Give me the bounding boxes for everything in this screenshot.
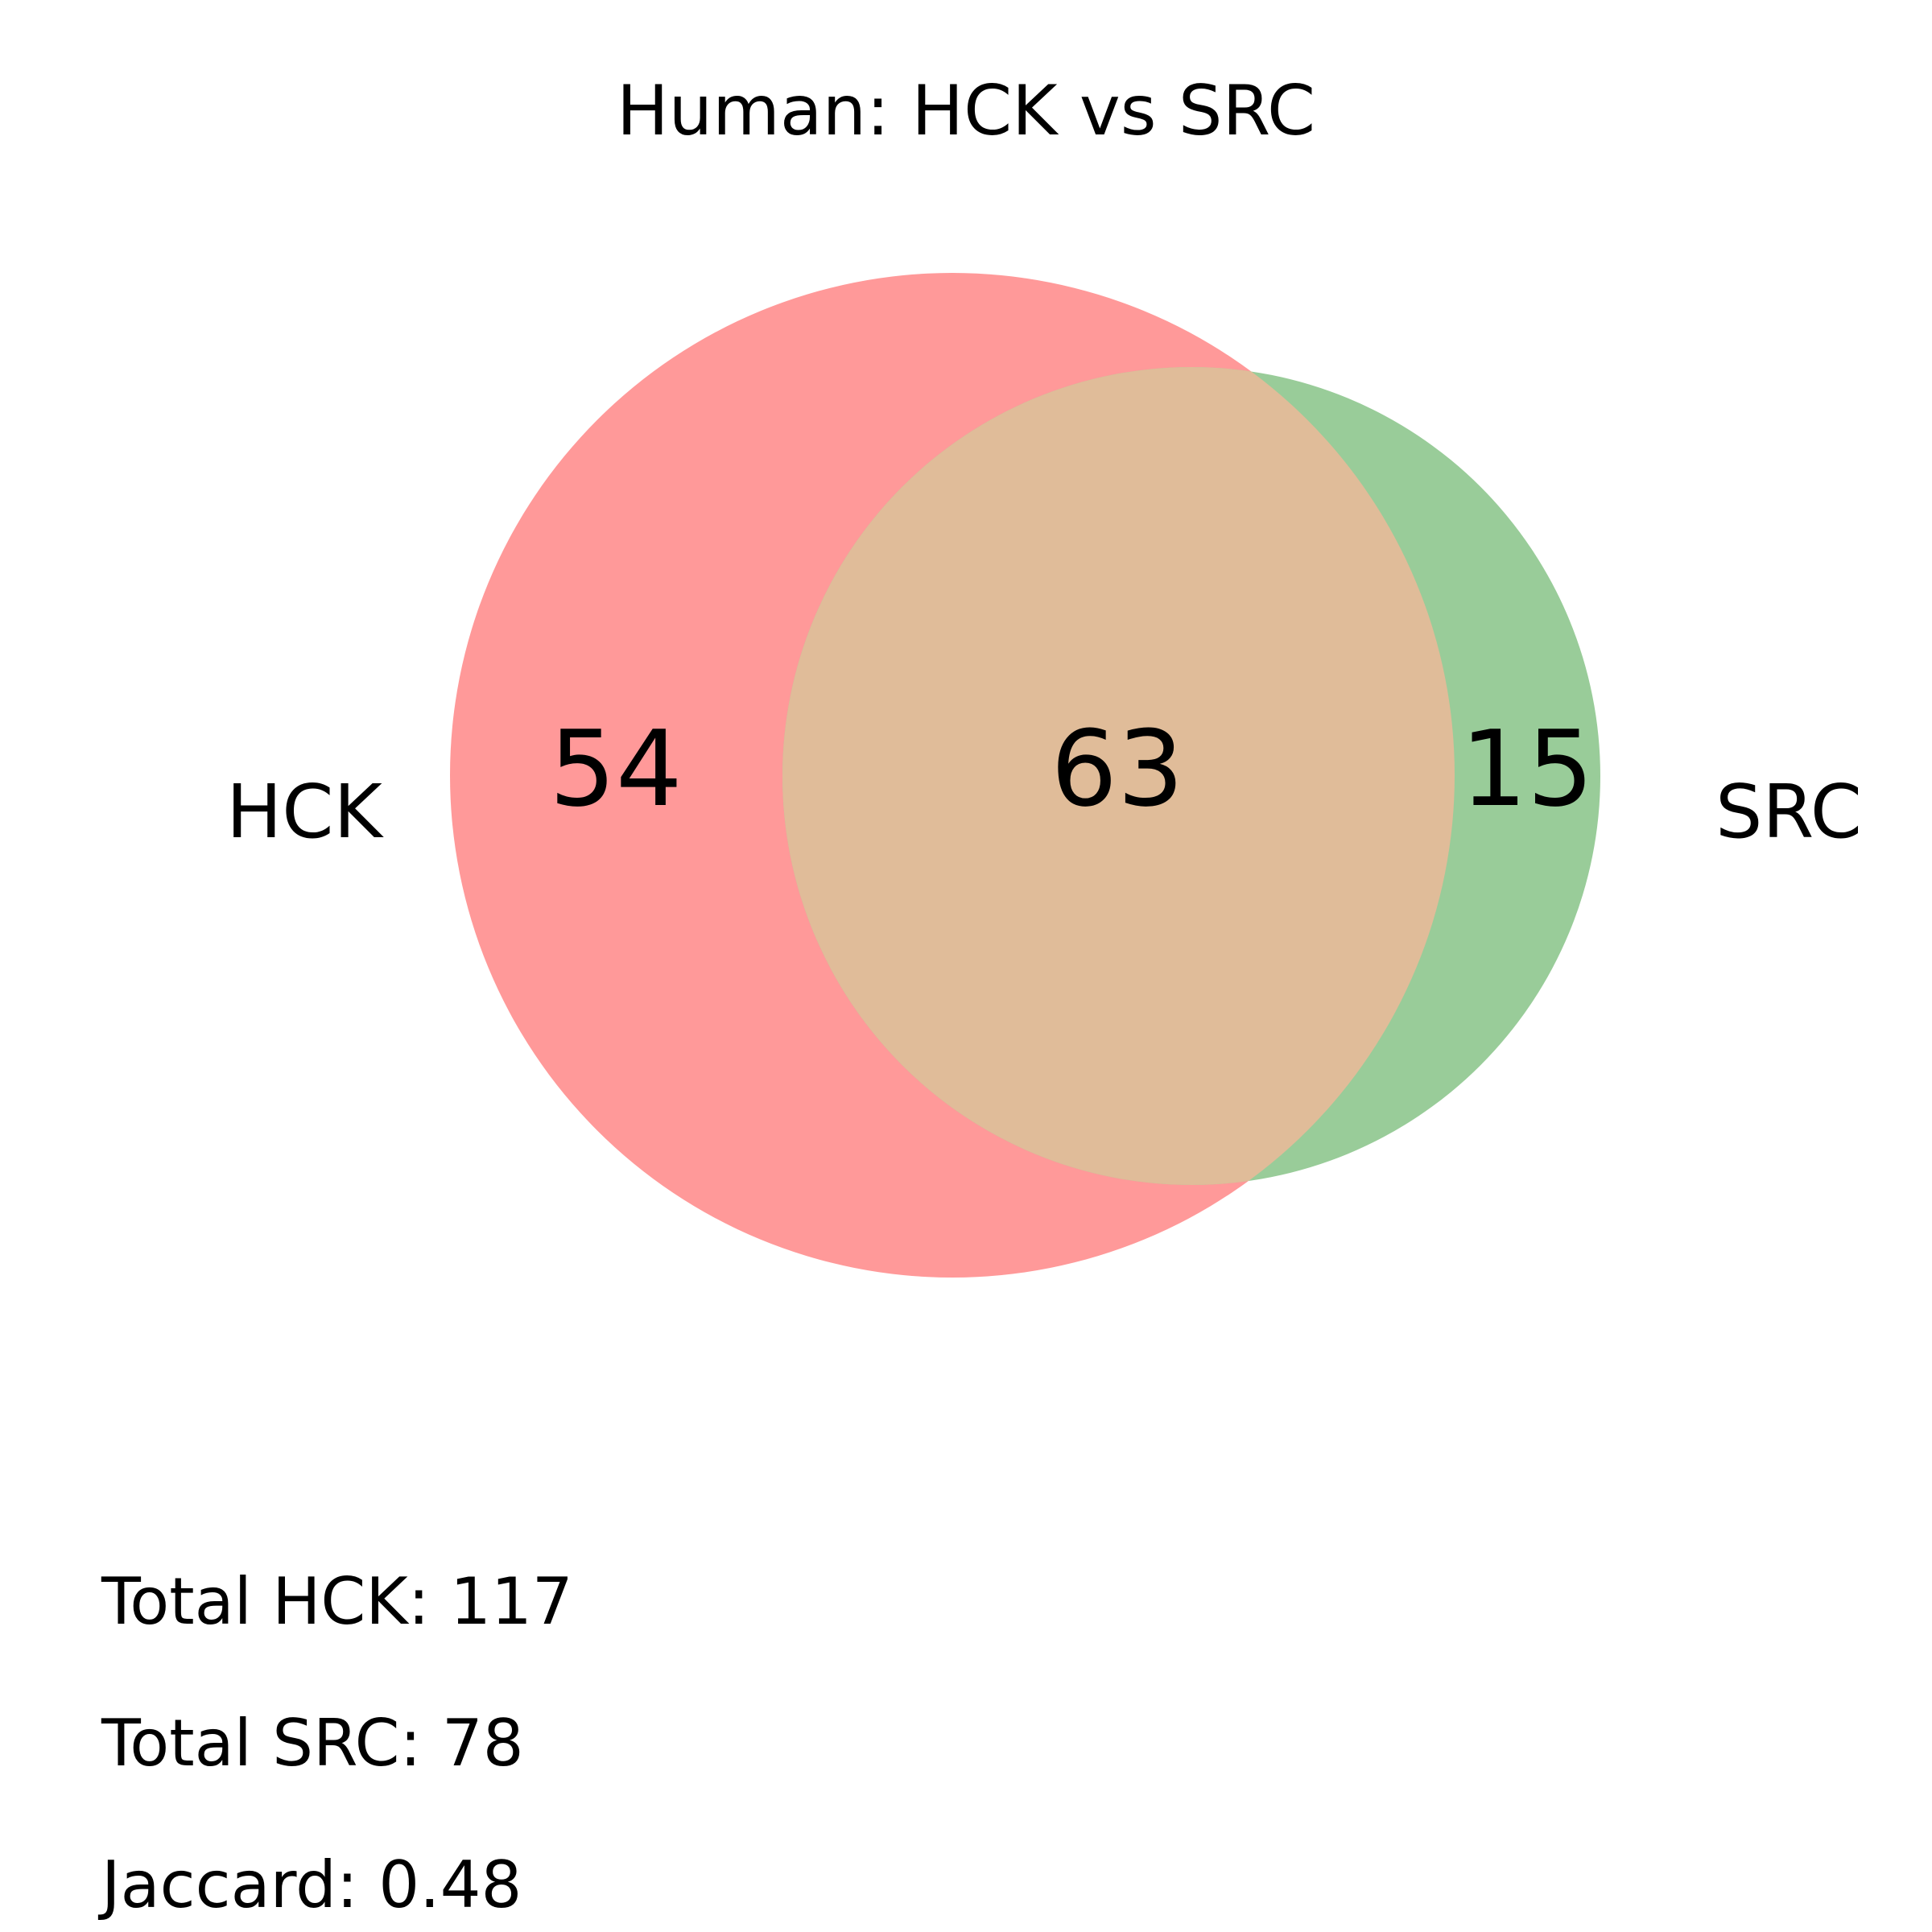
jaccard-stat: Jaccard: 0.48 [97, 1847, 522, 1922]
diagram-title: Human: HCK vs SRC [617, 71, 1315, 151]
src-set-label: SRC [1715, 769, 1862, 855]
intersection-count: 63 [1051, 708, 1183, 830]
hck-set-label: HCK [226, 769, 384, 855]
intersection-region [782, 367, 1455, 1185]
src-only-count: 15 [1460, 708, 1593, 830]
total-src-stat: Total SRC: 78 [101, 1706, 524, 1781]
total-hck-stat: Total HCK: 117 [101, 1564, 573, 1639]
hck-only-count: 54 [549, 708, 682, 830]
